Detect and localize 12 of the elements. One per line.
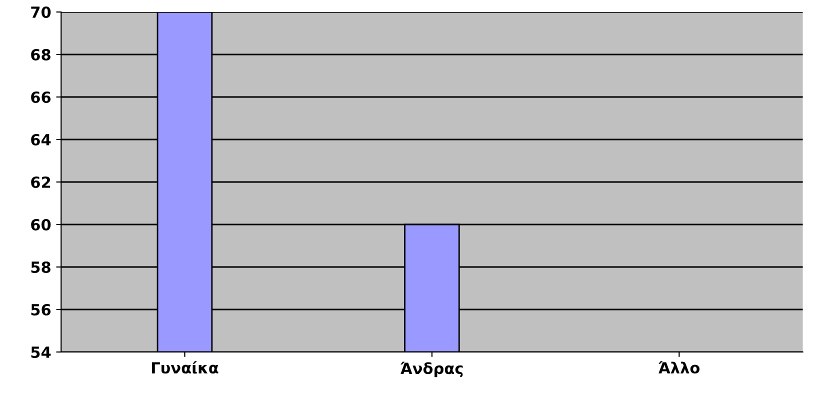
x-tick-label: Άνδρας bbox=[400, 362, 463, 378]
y-tick-label: 60 bbox=[31, 218, 51, 231]
y-tick-label: 66 bbox=[31, 91, 51, 104]
y-tick-label: 64 bbox=[31, 134, 51, 146]
y-tick-label: 58 bbox=[31, 261, 50, 274]
y-tick-label: 62 bbox=[31, 176, 50, 188]
y-tick-label: 56 bbox=[31, 304, 51, 316]
y-tick-label: 68 bbox=[31, 48, 50, 61]
x-tick-label: Γυναίκα bbox=[152, 361, 218, 374]
y-tick-label: 70 bbox=[31, 6, 51, 18]
y-tick-label: 54 bbox=[31, 346, 51, 358]
x-tick-label: Άλλο bbox=[658, 361, 700, 374]
